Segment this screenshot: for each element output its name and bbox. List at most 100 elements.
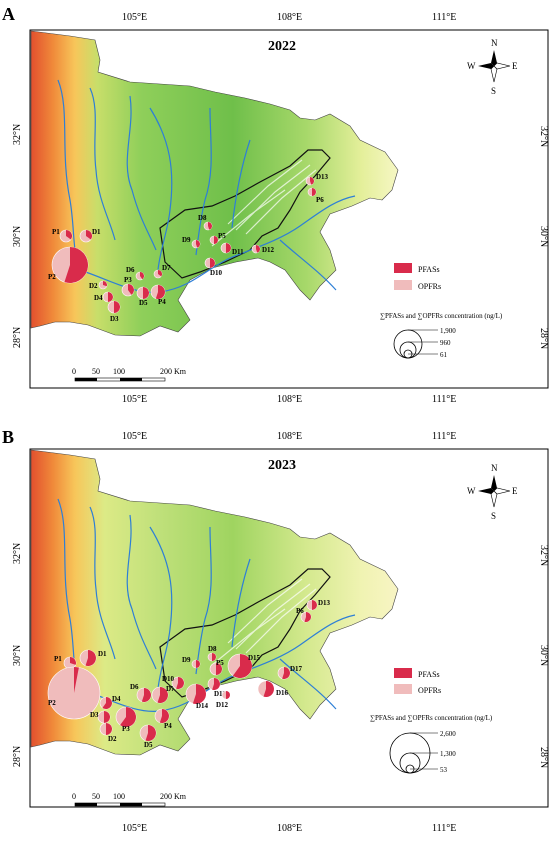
site-pie-p4: P4 <box>150 284 166 306</box>
pie-slice-pfas <box>282 667 291 679</box>
site-pie-p3: P3 <box>121 276 135 297</box>
site-pie-d7: D7 <box>153 264 171 279</box>
svg-text:W: W <box>467 61 476 71</box>
pie-slice-pfas <box>216 663 222 675</box>
pie-slice-pfas <box>256 245 260 253</box>
site-pie-d12: D12 <box>216 690 231 709</box>
legend-size-title: ∑PFASs and ∑OPFRs concentration (ng/L) <box>370 714 493 722</box>
site-pie-d5: D5 <box>136 286 150 307</box>
size-legend-value: 1,300 <box>440 750 456 758</box>
site-label: P4 <box>158 298 166 306</box>
site-pie-d3: D3 <box>90 710 111 724</box>
panel-letter: B <box>2 427 14 447</box>
pie-slice-pfas <box>155 285 165 300</box>
site-label: P6 <box>316 196 324 204</box>
pie-slice-pfas <box>304 612 312 622</box>
year-title: 2023 <box>268 458 296 473</box>
lon-label: 111°E <box>432 823 456 834</box>
site-label: D5 <box>144 741 153 749</box>
pie-slice-pfas <box>157 687 168 703</box>
site-label: D14 <box>196 702 209 710</box>
site-label: D9 <box>182 236 191 244</box>
site-label: D6 <box>126 266 135 274</box>
lon-label: 111°E <box>432 394 456 405</box>
lat-label: 28°N <box>12 327 23 348</box>
study-region <box>30 449 399 756</box>
pie-slice-pfas <box>312 188 316 196</box>
lon-label: 105°E <box>122 431 147 442</box>
site-label: P5 <box>216 659 224 667</box>
legend-label-pfas: PFASs <box>418 265 440 274</box>
lat-label: 30°N <box>538 226 549 247</box>
legend-swatch-opfr <box>394 684 412 694</box>
site-label: D2 <box>108 735 117 743</box>
study-region <box>30 30 399 337</box>
lat-label: 28°N <box>538 328 549 349</box>
size-legend-value: 1,900 <box>440 327 456 335</box>
site-pie-d13: D13 <box>305 173 329 186</box>
site-pie-d7: D7 <box>151 685 175 704</box>
site-pie-d10: D10 <box>162 675 185 690</box>
pie-slice-pfas <box>232 654 253 678</box>
lon-label: 108°E <box>277 431 302 442</box>
legend-label-pfas: PFASs <box>418 670 440 679</box>
svg-text:100: 100 <box>113 367 125 376</box>
lat-label: 28°N <box>12 746 23 767</box>
pie-slice-pfas <box>212 678 221 690</box>
pie-slice-pfas <box>74 667 79 693</box>
lat-label: 32°N <box>538 126 549 147</box>
legend-swatch-opfr <box>394 280 412 290</box>
site-pie-p6: P6 <box>296 607 312 623</box>
legend-size-title: ∑PFASs and ∑OPFRs concentration (ng/L) <box>380 312 503 320</box>
lat-lon-labels: 105°E 108°E 111°E 105°E 108°E 111°E 32°N… <box>12 12 549 405</box>
svg-text:N: N <box>491 38 498 48</box>
lon-label: 111°E <box>432 12 456 23</box>
site-label: D4 <box>112 695 121 703</box>
site-label: D4 <box>94 294 103 302</box>
svg-text:W: W <box>467 486 476 496</box>
pie-slice-pfas <box>208 222 213 230</box>
svg-text:50: 50 <box>92 367 100 376</box>
pie-slice-pfas <box>66 230 72 240</box>
site-label: P1 <box>54 655 62 663</box>
site-pie-d6: D6 <box>126 266 145 281</box>
lon-label: 108°E <box>277 12 302 23</box>
pie-slice-pfas <box>196 660 200 668</box>
site-pie-d2: D2 <box>89 280 108 290</box>
ridge-pattern <box>211 578 317 666</box>
site-label: P2 <box>48 273 56 281</box>
site-pie-d9: D9 <box>182 236 201 249</box>
year-title: 2022 <box>268 39 296 54</box>
site-markers: P1 D1 P2 D4 D3 D2 P3 D5 P4 D6 D7 D10 D14 D9 D8 P5 D11 D15… <box>47 599 331 749</box>
site-label: D8 <box>198 214 207 222</box>
pie-slice-pfas <box>141 688 151 702</box>
pie-slice-pfas <box>106 723 112 735</box>
site-label: D9 <box>182 656 191 664</box>
svg-text:200 Km: 200 Km <box>160 367 187 376</box>
pie-slice-pfas <box>310 177 314 185</box>
site-pie-d4: D4 <box>99 695 121 710</box>
site-label: P3 <box>124 276 132 284</box>
site-pie-d8: D8 <box>198 214 213 231</box>
site-pie-d11: D11 <box>220 242 244 256</box>
site-pie-d2: D2 <box>99 722 117 743</box>
site-label: P4 <box>164 722 172 730</box>
site-label: D10 <box>162 675 175 683</box>
site-pie-d15: D15 <box>227 653 261 679</box>
lon-label: 105°E <box>122 12 147 23</box>
site-label: D15 <box>248 654 261 662</box>
site-label: D17 <box>290 665 303 673</box>
rivers <box>57 498 356 712</box>
pie-slice-pfas <box>226 691 230 699</box>
pie-slice-pfas <box>114 301 120 313</box>
pie-slice-pfas <box>158 270 162 277</box>
site-pie-p1: P1 <box>52 228 73 243</box>
size-legend-value: 53 <box>440 766 448 774</box>
site-label: P6 <box>296 607 304 615</box>
site-pie-p2: P2 <box>48 246 89 284</box>
pie-slice-pfas <box>214 236 218 244</box>
site-label: D3 <box>90 711 99 719</box>
pie-slice-pfas <box>145 725 156 741</box>
scale-bar: 0 50 100 200 Km <box>72 792 187 807</box>
svg-text:S: S <box>491 511 496 521</box>
